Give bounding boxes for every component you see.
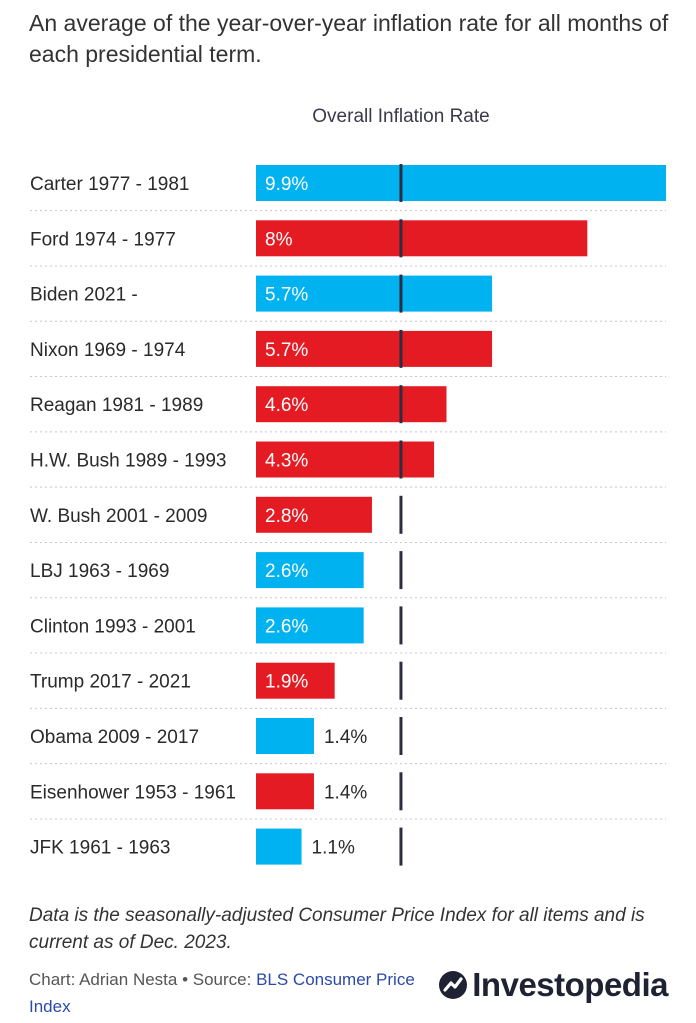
credit-line: Chart: Adrian Nesta • Source: BLS Consum…: [29, 966, 449, 1020]
bar: [256, 662, 335, 699]
category-label: Carter 1977 - 1981: [30, 174, 190, 195]
chart-subtitle: An average of the year-over-year inflati…: [29, 10, 669, 67]
category-label: Ford 1974 - 1977: [30, 229, 176, 250]
bar: [256, 165, 666, 201]
bar: [256, 552, 364, 589]
investopedia-logo: Investopedia: [438, 965, 668, 1005]
bar: [256, 441, 435, 478]
logo-text: Investopedia: [472, 966, 668, 1003]
source-link[interactable]: BLS Consumer Price Index: [29, 970, 415, 1016]
bar: [256, 718, 314, 754]
category-label: H.W. Bush 1989 - 1993: [30, 451, 226, 472]
bar: [256, 828, 302, 865]
category-label: Biden 2021 -: [30, 285, 138, 306]
inflation-bar-chart: Carter 1977 - 1981 9.9% Ford 1974 - 1977 8%…: [30, 164, 666, 866]
data-label: 4.6%: [265, 395, 308, 416]
data-label: 1.1%: [312, 838, 355, 859]
data-label: 1.9%: [265, 672, 308, 693]
category-label: W. Bush 2001 - 2009: [30, 506, 207, 527]
data-label: 2.6%: [265, 561, 308, 582]
data-label: 1.4%: [324, 727, 367, 748]
category-label: LBJ 1963 - 1969: [30, 561, 169, 582]
bar: [256, 607, 364, 644]
credit-prefix: Chart: Adrian Nesta • Source:: [29, 970, 257, 989]
bar: [256, 386, 447, 423]
investopedia-logo-icon: [439, 971, 468, 999]
data-label: 2.6%: [265, 616, 308, 637]
category-label: Reagan 1981 - 1989: [30, 395, 203, 416]
footnote: Data is the seasonally-adjusted Consumer…: [29, 905, 645, 953]
data-label: 5.7%: [265, 285, 308, 306]
category-label: Trump 2017 - 2021: [30, 672, 191, 693]
category-label: Nixon 1969 - 1974: [30, 340, 186, 361]
data-label: 1.4%: [324, 782, 367, 803]
data-label: 9.9%: [265, 174, 308, 195]
bar: [256, 496, 372, 533]
bar: [256, 773, 314, 810]
reference-line-label: Overall Inflation Rate: [312, 106, 490, 127]
category-label: JFK 1961 - 1963: [30, 838, 170, 859]
category-label: Eisenhower 1953 - 1961: [30, 782, 236, 803]
category-label: Clinton 1993 - 2001: [30, 616, 196, 637]
data-label: 4.3%: [265, 451, 308, 472]
bar: [256, 220, 588, 257]
data-label: 2.8%: [265, 506, 308, 527]
data-label: 8%: [265, 229, 293, 250]
data-label: 5.7%: [265, 340, 308, 361]
category-label: Obama 2009 - 2017: [30, 727, 199, 748]
bar: [256, 330, 493, 367]
bar: [256, 275, 493, 312]
